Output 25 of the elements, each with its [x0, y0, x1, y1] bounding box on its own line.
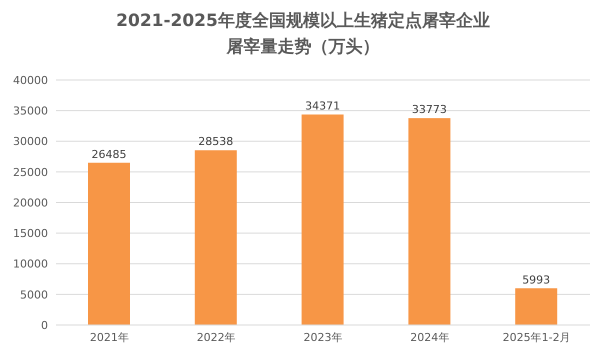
- y-tick-label: 30000: [13, 135, 48, 148]
- y-tick-label: 20000: [13, 196, 48, 210]
- y-tick-label: 10000: [13, 258, 48, 271]
- bar: [194, 150, 237, 325]
- y-tick-label: 5000: [20, 288, 48, 302]
- y-tick-label: 0: [41, 318, 48, 332]
- x-tick-label: 2024年: [410, 330, 450, 344]
- bar: [88, 162, 130, 325]
- bar: [515, 288, 558, 325]
- x-tick-label: 2022年: [196, 330, 236, 344]
- x-tick-label: 2023年: [304, 330, 342, 344]
- y-tick-label: 25000: [13, 166, 48, 179]
- data-label: 34371: [305, 99, 340, 112]
- x-tick-label: 2025年1-2月: [502, 330, 571, 344]
- y-tick-label: 35000: [13, 104, 48, 118]
- y-tick-label: 15000: [13, 227, 48, 240]
- data-label: 28538: [198, 135, 234, 148]
- chart-title: 2021-2025年度全国规模以上生猪定点屠宰企业屠宰量走势（万头）: [115, 10, 491, 59]
- data-label: 5993: [522, 273, 550, 286]
- y-tick-label: 40000: [13, 74, 48, 87]
- x-tick-label: 2021年: [90, 330, 129, 344]
- bar: [302, 114, 344, 325]
- bar: [408, 118, 450, 325]
- data-label: 26485: [92, 148, 126, 161]
- data-label: 33773: [412, 103, 447, 116]
